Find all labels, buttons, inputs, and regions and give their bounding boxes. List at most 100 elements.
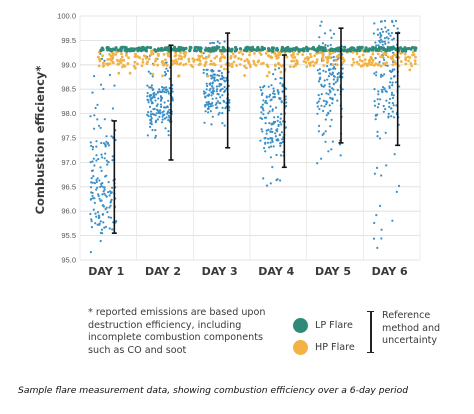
measurement-point <box>373 100 376 103</box>
measurement-point <box>392 116 396 119</box>
measurement-point <box>166 112 169 115</box>
measurement-point <box>377 93 380 96</box>
measurement-point <box>318 107 321 111</box>
measurement-point <box>278 133 281 137</box>
measurement-point <box>218 111 221 114</box>
hp-flare-point <box>376 52 380 56</box>
hp-flare-point <box>206 74 210 78</box>
measurement-point <box>151 96 154 99</box>
measurement-point <box>274 78 277 81</box>
measurement-point <box>260 128 263 131</box>
hp-flare-point <box>314 61 317 65</box>
measurement-point <box>326 44 329 48</box>
measurement-point <box>383 37 386 40</box>
legend: LP Flare HP Flare <box>293 314 355 358</box>
measurement-point <box>325 103 328 106</box>
hp-flare-point <box>106 58 110 61</box>
measurement-point <box>266 137 270 140</box>
measurement-point <box>336 88 339 92</box>
measurement-point <box>387 29 390 32</box>
measurement-point <box>383 73 386 76</box>
hp-flare-point <box>294 62 298 66</box>
measurement-point <box>211 104 214 107</box>
measurement-point <box>327 69 331 72</box>
measurement-point <box>271 137 274 140</box>
measurement-point <box>381 30 385 33</box>
measurement-point <box>263 116 266 119</box>
lp-flare-point <box>125 48 129 52</box>
measurement-point <box>213 79 216 82</box>
hp-flare-point <box>276 62 280 65</box>
hp-flare-point <box>175 60 179 64</box>
hp-flare-point <box>265 63 269 67</box>
y-tick-label: 98.0 <box>61 109 76 118</box>
hp-flare-point <box>262 61 265 65</box>
measurement-point <box>155 104 158 108</box>
lp-flare-point <box>167 45 171 49</box>
measurement-point <box>384 131 387 134</box>
measurement-point <box>261 92 264 95</box>
measurement-point <box>259 86 262 89</box>
lp-flare-point <box>228 48 232 52</box>
measurement-point <box>210 94 213 97</box>
measurement-point <box>380 228 383 231</box>
measurement-point <box>96 177 99 180</box>
hp-flare-point <box>291 56 295 59</box>
measurement-point <box>155 93 158 96</box>
hp-flare-point <box>220 52 224 56</box>
measurement-point <box>398 85 401 88</box>
measurement-point <box>392 51 395 54</box>
hp-flare-point <box>267 71 271 74</box>
measurement-point <box>161 88 164 91</box>
measurement-point <box>380 28 383 31</box>
lp-flare-point <box>119 47 123 52</box>
measurement-point <box>146 98 149 101</box>
hp-flare-point <box>182 52 186 55</box>
lp-flare-point <box>297 48 301 52</box>
measurement-point <box>91 191 94 195</box>
lp-flare-point <box>345 49 349 53</box>
y-axis-label: Combustion efficiency* <box>33 66 47 215</box>
measurement-point <box>379 98 382 101</box>
measurement-point <box>333 93 337 96</box>
measurement-point <box>331 71 334 74</box>
measurement-point <box>318 72 321 75</box>
measurement-point <box>269 182 272 185</box>
hp-flare-point <box>209 59 213 63</box>
measurement-point <box>161 118 164 121</box>
measurement-point <box>215 85 219 88</box>
measurement-point <box>157 109 160 112</box>
measurement-point <box>331 102 334 105</box>
measurement-point <box>206 107 209 110</box>
measurement-point <box>221 106 224 109</box>
lp-flare-point <box>350 46 354 50</box>
measurement-point <box>162 110 165 113</box>
measurement-point <box>223 85 226 89</box>
hp-flare-point <box>368 62 371 66</box>
measurement-point <box>270 84 273 87</box>
measurement-point <box>321 42 324 45</box>
measurement-point <box>96 186 99 189</box>
measurement-point <box>320 93 323 96</box>
measurement-point <box>105 140 108 143</box>
measurement-point <box>111 159 114 162</box>
hp-flare-point <box>253 52 256 55</box>
hp-flare-point <box>407 59 410 63</box>
measurement-point <box>149 115 152 118</box>
measurement-point <box>376 33 380 36</box>
measurement-point <box>211 82 214 85</box>
lp-flare-point <box>397 46 401 50</box>
measurement-point <box>209 105 212 108</box>
lp-flare-point <box>316 49 320 53</box>
measurement-point <box>373 221 376 225</box>
hp-flare-point <box>394 62 397 66</box>
measurement-point <box>223 100 226 103</box>
measurement-point <box>388 85 391 88</box>
measurement-point <box>324 118 327 121</box>
measurement-point <box>329 68 332 71</box>
measurement-point <box>107 161 110 164</box>
measurement-point <box>260 117 264 120</box>
measurement-point <box>148 94 151 97</box>
measurement-point <box>202 90 206 93</box>
measurement-point <box>228 109 231 112</box>
